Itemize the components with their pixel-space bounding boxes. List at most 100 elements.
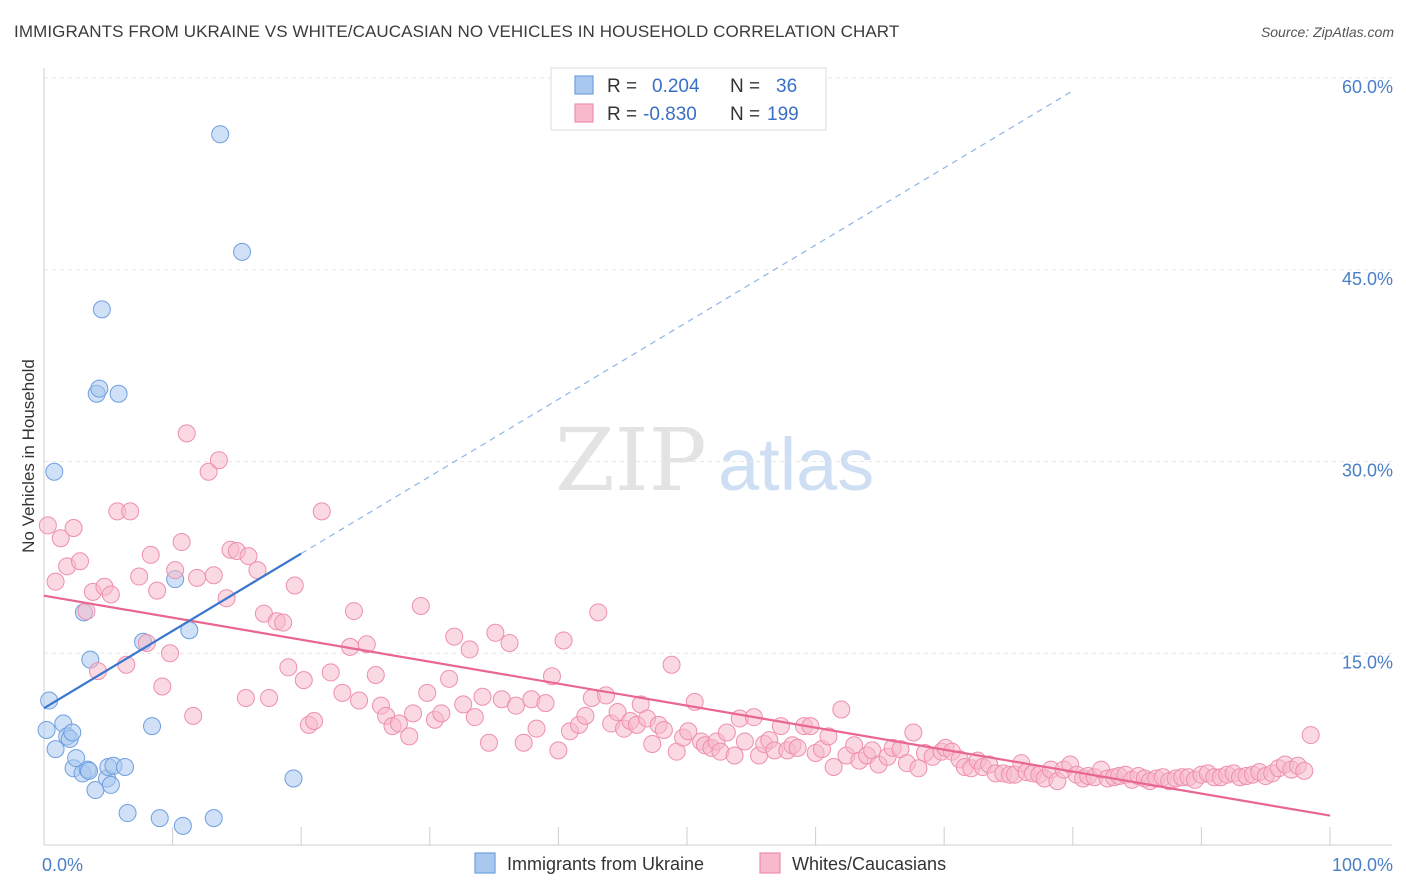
ukraine-point [204,809,223,828]
white-point [153,677,172,696]
trend-lines [43,90,1331,817]
white-point [679,722,698,741]
white-point [445,627,464,646]
white-point [717,723,736,742]
white-point [71,552,90,571]
ukraine-point [92,300,111,319]
white-point [177,424,196,443]
white-point [64,518,83,537]
white-point [465,708,484,727]
ukraine-point [46,740,65,759]
white-point [473,687,492,706]
white-point [662,655,681,674]
ukraine-point [109,384,128,403]
ukraine-point [150,809,169,828]
white-point [819,727,838,746]
white-point [239,547,258,566]
white-point [188,568,207,587]
legend-n-label: N = [730,104,760,125]
white-point [184,706,203,725]
x-tick-label: 0.0% [42,855,83,875]
y-tick-label: 45.0% [1342,269,1393,289]
legend-r-value: -0.830 [643,104,697,125]
white-point [832,700,851,719]
axes [43,68,1392,846]
white-point [260,688,279,707]
gridlines [44,77,1392,654]
white-point [209,451,228,470]
white-point [486,623,505,642]
white-point [312,502,331,521]
legend-swatch-white [574,103,594,123]
white-point [199,462,218,481]
white-point [274,613,293,632]
white-point [824,758,843,777]
bottom-legend-label-white: Whites/Caucasians [792,854,946,874]
ukraine-point [45,462,64,481]
ukraine-point [116,758,135,777]
white-point [608,703,627,722]
white-point [596,686,615,705]
white-point [389,714,408,733]
white-point [440,669,459,688]
ukraine-point [37,720,56,739]
white-point [172,533,191,552]
ukraine-point [284,769,303,788]
series-legend: Immigrants from Ukraine Whites/Caucasian… [474,852,946,874]
white-point [137,634,156,653]
white-point [454,695,473,714]
white-point [1295,761,1314,780]
white-point [236,688,255,707]
white-point [141,545,160,564]
ukraine-point [211,125,230,144]
source-credit: Source: ZipAtlas.com [1260,24,1394,40]
legend-r-label: R = [607,104,637,125]
white-point [305,712,324,731]
white-point [506,696,525,715]
legend-n-value: 36 [776,76,797,97]
ukraine-point [143,717,162,736]
white-point [643,735,662,754]
white-point [333,683,352,702]
ukraine-point [90,379,109,398]
ukraine-point [80,761,99,780]
white-point [549,741,568,760]
white-point [294,671,313,690]
watermark-atlas: atlas [718,423,874,506]
white-point [404,704,423,723]
white-point [161,644,180,663]
white-point [166,561,185,580]
ukraine-point [173,816,192,835]
white-point [285,576,304,595]
white-point [279,658,298,677]
white-point [321,663,340,682]
white-point [589,603,608,622]
y-axis-label: No Vehicles in Household [19,359,38,553]
white-point [350,691,369,710]
y-tick-label: 30.0% [1342,461,1393,481]
y-tick-label: 60.0% [1342,77,1393,97]
ukraine-point [101,775,120,794]
white-point [725,746,744,765]
white-trend-line [43,594,1331,817]
white-point [788,738,807,757]
legend-r-label: R = [607,76,637,97]
ukraine-point [233,242,252,261]
white-point [130,567,149,586]
white-point [38,516,57,535]
white-point [904,723,923,742]
white-point [514,733,533,752]
white-point [77,602,96,621]
white-point [500,634,519,653]
ukraine-trend-extension [300,90,1074,555]
white-point [101,585,120,604]
white-point [909,759,928,778]
series-ukraine-points [37,125,303,835]
white-point [460,640,479,659]
bottom-legend-label-ukraine: Immigrants from Ukraine [507,854,704,874]
white-point [542,667,561,686]
white-point [735,732,754,751]
white-point [432,704,451,723]
white-point [366,665,385,684]
ukraine-point [118,804,137,823]
